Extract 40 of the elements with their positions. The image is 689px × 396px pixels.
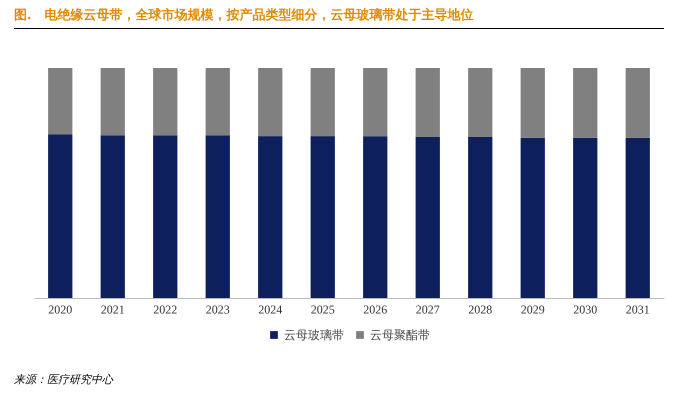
bar <box>258 68 282 136</box>
bar <box>468 68 492 137</box>
bar <box>363 68 388 136</box>
bar <box>153 135 178 298</box>
x-tick-label: 2030 <box>573 302 598 316</box>
bar <box>416 137 440 298</box>
x-tick-label: 2025 <box>310 302 335 316</box>
x-tick-label: 2021 <box>100 302 125 316</box>
bar <box>573 138 598 298</box>
x-tick-label: 2020 <box>48 302 72 316</box>
bar <box>153 68 178 136</box>
bar <box>100 135 125 298</box>
x-tick-label: 2031 <box>626 302 650 316</box>
bar <box>206 135 230 298</box>
bar <box>626 138 650 298</box>
bar <box>520 68 545 138</box>
x-tick-label: 2028 <box>468 302 492 316</box>
chart-title: 图. 电绝缘云母带，全球市场规模，按产品类型细分，云母玻璃带处于主导地位 <box>14 6 664 29</box>
x-tick-label: 2023 <box>206 302 230 316</box>
bar <box>310 136 335 298</box>
x-tick-label: 2029 <box>520 302 545 316</box>
bar <box>468 137 492 298</box>
bar <box>520 138 545 298</box>
bar <box>48 134 72 298</box>
bar <box>310 68 335 136</box>
x-tick-label: 2027 <box>416 302 440 316</box>
legend-label: 云母聚酯带 <box>370 328 430 342</box>
bar <box>626 68 650 138</box>
bar <box>416 68 440 137</box>
source-note: 来源：医疗研究中心 <box>14 372 113 387</box>
bar <box>258 136 282 298</box>
bar <box>363 136 388 298</box>
x-tick-label: 2026 <box>363 302 388 316</box>
bar <box>100 68 125 136</box>
x-tick-label: 2024 <box>258 302 282 316</box>
bar <box>206 68 230 136</box>
x-tick-label: 2022 <box>153 302 178 316</box>
legend-label: 云母玻璃带 <box>284 328 344 342</box>
bar <box>573 68 598 138</box>
bar <box>48 68 72 134</box>
